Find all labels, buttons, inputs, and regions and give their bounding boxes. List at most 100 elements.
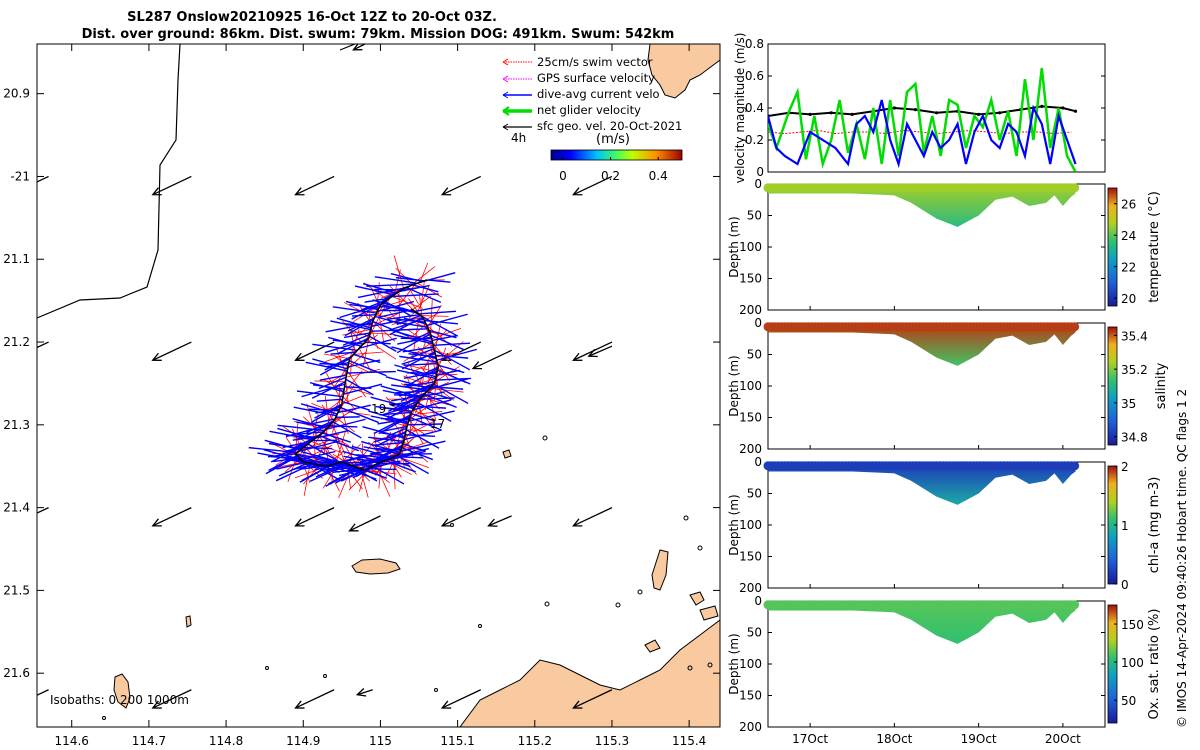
current-vector bbox=[428, 329, 457, 339]
map-y-tick-label: 21.1 bbox=[3, 252, 30, 266]
swim-vector bbox=[303, 416, 322, 435]
section-surface-dot bbox=[1070, 322, 1080, 332]
arrow-head bbox=[352, 44, 363, 51]
map-y-tick-label: 21.3 bbox=[3, 418, 30, 432]
current-vector bbox=[415, 405, 447, 409]
arrow-shaft bbox=[573, 507, 613, 527]
current-vector bbox=[405, 434, 436, 437]
velocity-axes bbox=[767, 43, 1106, 173]
geo-vector-arrow bbox=[348, 515, 381, 532]
current-vector bbox=[411, 348, 435, 359]
current-vector bbox=[384, 403, 418, 421]
swim-vector bbox=[393, 255, 404, 289]
arrow-shaft bbox=[441, 689, 482, 709]
section-surface-dot bbox=[1070, 461, 1080, 471]
swim-vector bbox=[353, 351, 384, 355]
map-y-tick-label: -21 bbox=[10, 169, 30, 183]
geo-vector-arrow bbox=[151, 507, 192, 527]
section-colorbar bbox=[1107, 187, 1118, 307]
current-vector bbox=[431, 386, 464, 390]
current-vector bbox=[404, 367, 439, 388]
section-y-tick-label: 50 bbox=[747, 348, 762, 362]
map-x-tick-label: 114.9 bbox=[286, 734, 320, 748]
geo-vector-arrow bbox=[294, 341, 335, 361]
arrow-shaft bbox=[152, 175, 192, 196]
current-vector bbox=[277, 424, 325, 432]
isobath-line bbox=[37, 44, 181, 319]
arrow-shaft bbox=[472, 349, 512, 370]
map-colorbar bbox=[550, 149, 683, 161]
section-y-axis-label: Depth (m) bbox=[727, 216, 741, 277]
current-vector bbox=[330, 320, 371, 331]
current-vector bbox=[354, 285, 395, 296]
swim-vector bbox=[422, 348, 435, 372]
current-vector bbox=[388, 391, 427, 412]
swim-vector bbox=[412, 295, 432, 311]
current-vector bbox=[408, 353, 437, 358]
current-vector bbox=[319, 357, 350, 376]
current-vector bbox=[389, 318, 424, 331]
island-small-5 bbox=[644, 639, 661, 653]
island-west bbox=[113, 673, 131, 709]
map-y-ticks: 20.9 -21 21.1 21.2 21.3 21.4 21.5 21.6 bbox=[3, 87, 720, 680]
geo-vector-arrow bbox=[294, 507, 335, 527]
current-vector bbox=[359, 337, 397, 349]
current-vector bbox=[401, 446, 434, 461]
current-vector bbox=[387, 314, 420, 321]
swim-vector bbox=[389, 458, 402, 478]
glider-track-layer bbox=[248, 255, 478, 499]
velocity-point bbox=[892, 106, 896, 110]
island-small-3 bbox=[651, 549, 669, 591]
velocity-point bbox=[1073, 109, 1078, 113]
arrow-head bbox=[440, 187, 452, 196]
velocity-point bbox=[977, 112, 981, 116]
section-y-tick-label: 0 bbox=[754, 594, 762, 608]
arrow-head bbox=[572, 518, 583, 527]
swim-vector bbox=[362, 334, 371, 367]
current-vector bbox=[403, 429, 442, 441]
arrow-head bbox=[572, 352, 583, 361]
velocity-y-tick-label: 0 bbox=[756, 165, 764, 179]
section-colorbar bbox=[1107, 604, 1118, 724]
velocity-y-tick-label: 0.6 bbox=[745, 69, 764, 83]
current-vector bbox=[396, 314, 421, 326]
map-colorbar-title: (m/s) bbox=[596, 132, 630, 147]
section-colorbar-label: chl-a (mg m-3) bbox=[1147, 477, 1162, 574]
velocity-series-3 bbox=[768, 99, 1077, 169]
current-vector bbox=[337, 404, 371, 414]
current-vector bbox=[388, 458, 411, 468]
map-y-tick-label: 21.4 bbox=[3, 501, 30, 515]
arrow-head bbox=[151, 352, 162, 361]
current-vector bbox=[409, 416, 442, 431]
day-label-17: 17 bbox=[430, 417, 445, 431]
velocity-y-tick-label: 0.2 bbox=[745, 133, 764, 147]
geo-vector-arrow bbox=[37, 341, 49, 349]
swim-vector bbox=[378, 297, 391, 318]
geo-vector-arrow bbox=[440, 689, 482, 709]
current-vector bbox=[343, 383, 383, 395]
swim-vector bbox=[404, 420, 437, 437]
geo-vector-arrow bbox=[572, 175, 613, 196]
section-y-tick-label: 0 bbox=[754, 316, 762, 330]
arrow-shaft bbox=[37, 689, 49, 696]
map-colorbar-ticks: 0 0.2 0.4 bbox=[559, 157, 668, 183]
arrow-shaft bbox=[152, 341, 192, 361]
current-vector bbox=[407, 423, 442, 426]
current-vector bbox=[296, 390, 344, 398]
map-x-tick-label: 115.2 bbox=[518, 734, 552, 748]
arrow-shaft bbox=[152, 507, 192, 527]
land-bottom-right bbox=[459, 619, 720, 727]
current-vector bbox=[398, 284, 430, 293]
section-y-axis-label: Depth (m) bbox=[727, 633, 741, 694]
current-vector bbox=[433, 383, 469, 405]
section-colorbar-tick-label: 26 bbox=[1121, 198, 1136, 212]
current-vector bbox=[368, 468, 397, 471]
legend-swim-vector: 25cm/s swim vector bbox=[537, 55, 653, 69]
geo-vector-arrow bbox=[471, 349, 512, 370]
section-surface-dot bbox=[1070, 600, 1080, 610]
current-vector bbox=[342, 400, 370, 411]
map-y-tick-label: 21.6 bbox=[3, 666, 30, 680]
current-vector bbox=[410, 412, 436, 422]
current-vector bbox=[312, 358, 348, 370]
current-vector bbox=[305, 361, 348, 372]
